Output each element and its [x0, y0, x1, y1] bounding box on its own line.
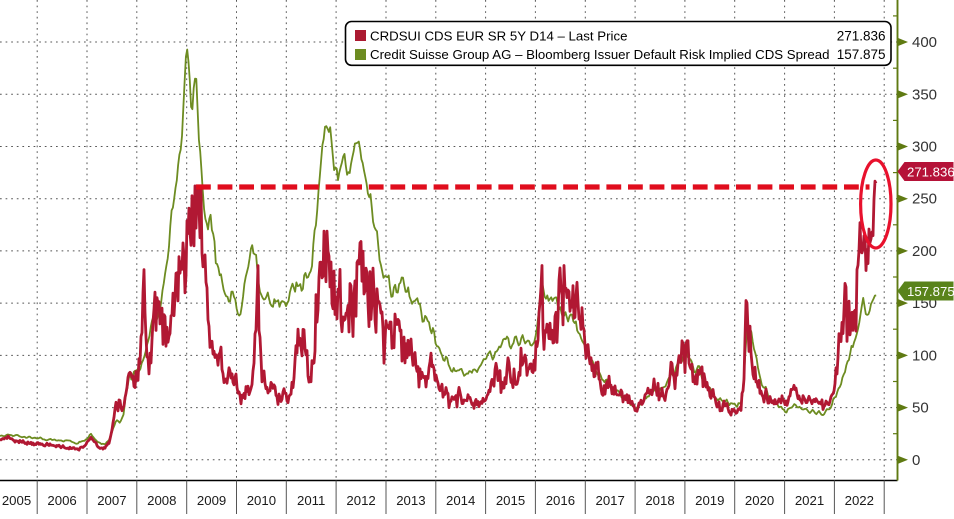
svg-text:2020: 2020 — [745, 493, 774, 508]
svg-text:2014: 2014 — [446, 493, 475, 508]
svg-text:400: 400 — [912, 34, 937, 51]
svg-text:2007: 2007 — [97, 493, 126, 508]
svg-text:271.836: 271.836 — [907, 164, 954, 179]
svg-text:CRDSUI CDS EUR SR 5Y D14 – Las: CRDSUI CDS EUR SR 5Y D14 – Last Price — [370, 29, 627, 44]
svg-text:2013: 2013 — [396, 493, 425, 508]
svg-text:2010: 2010 — [247, 493, 276, 508]
svg-text:250: 250 — [912, 191, 937, 208]
svg-text:2021: 2021 — [795, 493, 824, 508]
svg-text:2009: 2009 — [197, 493, 226, 508]
svg-text:50: 50 — [912, 400, 929, 417]
svg-text:2011: 2011 — [297, 493, 325, 508]
svg-text:2015: 2015 — [496, 493, 525, 508]
svg-text:2016: 2016 — [546, 493, 575, 508]
svg-text:2017: 2017 — [596, 493, 625, 508]
svg-text:2018: 2018 — [645, 493, 674, 508]
svg-text:0: 0 — [912, 452, 920, 469]
svg-text:157.875: 157.875 — [907, 284, 954, 299]
svg-text:Credit Suisse Group AG – Bloom: Credit Suisse Group AG – Bloomberg Issue… — [370, 47, 830, 62]
svg-text:2012: 2012 — [346, 493, 375, 508]
svg-text:2022: 2022 — [845, 493, 874, 508]
svg-text:2005: 2005 — [2, 493, 31, 508]
svg-text:2008: 2008 — [147, 493, 176, 508]
svg-text:2006: 2006 — [47, 493, 76, 508]
svg-text:271.836: 271.836 — [837, 29, 886, 44]
svg-text:157.875: 157.875 — [837, 47, 886, 62]
svg-text:350: 350 — [912, 86, 937, 103]
svg-text:200: 200 — [912, 243, 937, 260]
svg-text:2019: 2019 — [695, 493, 724, 508]
svg-text:100: 100 — [912, 347, 937, 364]
svg-text:300: 300 — [912, 139, 937, 156]
